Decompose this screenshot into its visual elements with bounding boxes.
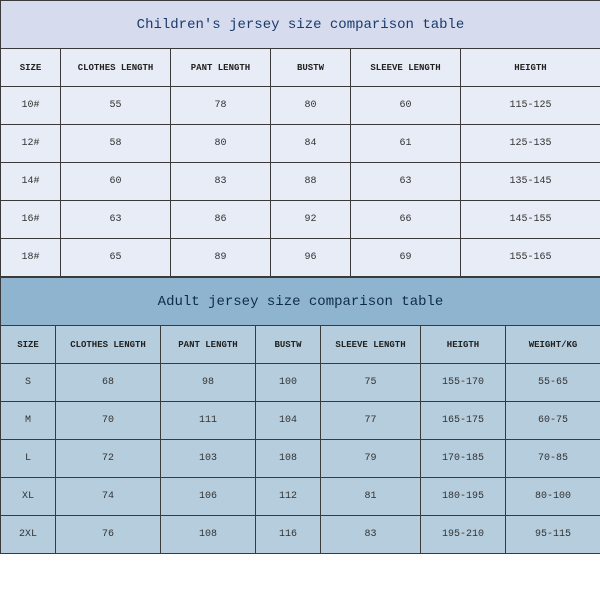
cell: 74 — [56, 478, 161, 516]
table-row: S 68 98 100 75 155-170 55-65 — [1, 364, 600, 402]
cell: 76 — [56, 516, 161, 554]
cell: 10# — [1, 87, 61, 125]
cell: 63 — [61, 201, 171, 239]
adult-title: Adult jersey size comparison table — [1, 278, 600, 326]
cell: 145-155 — [461, 201, 600, 239]
table-row: 12# 58 80 84 61 125-135 — [1, 125, 600, 163]
adult-size-table: Adult jersey size comparison table SIZE … — [0, 277, 600, 554]
cell: 115-125 — [461, 87, 600, 125]
col-size: SIZE — [1, 326, 56, 364]
table-row: M 70 111 104 77 165-175 60-75 — [1, 402, 600, 440]
col-sleeve-length: SLEEVE LENGTH — [351, 49, 461, 87]
col-height: HEIGTH — [461, 49, 600, 87]
cell: 92 — [271, 201, 351, 239]
adult-title-row: Adult jersey size comparison table — [1, 278, 600, 326]
cell: XL — [1, 478, 56, 516]
cell: 83 — [171, 163, 271, 201]
cell: 84 — [271, 125, 351, 163]
col-bust: BUSTW — [271, 49, 351, 87]
cell: 2XL — [1, 516, 56, 554]
children-size-table: Children's jersey size comparison table … — [0, 0, 600, 277]
cell: 81 — [321, 478, 421, 516]
cell: 80 — [271, 87, 351, 125]
col-clothes-length: CLOTHES LENGTH — [61, 49, 171, 87]
col-bust: BUSTW — [256, 326, 321, 364]
cell: 60 — [351, 87, 461, 125]
cell: 170-185 — [421, 440, 506, 478]
children-title: Children's jersey size comparison table — [1, 1, 600, 49]
table-row: 16# 63 86 92 66 145-155 — [1, 201, 600, 239]
cell: 65 — [61, 239, 171, 277]
cell: 116 — [256, 516, 321, 554]
table-row: 18# 65 89 96 69 155-165 — [1, 239, 600, 277]
cell: 180-195 — [421, 478, 506, 516]
cell: 70-85 — [506, 440, 600, 478]
table-row: XL 74 106 112 81 180-195 80-100 — [1, 478, 600, 516]
cell: 61 — [351, 125, 461, 163]
col-height: HEIGTH — [421, 326, 506, 364]
cell: 155-170 — [421, 364, 506, 402]
children-title-row: Children's jersey size comparison table — [1, 1, 600, 49]
cell: 98 — [161, 364, 256, 402]
cell: 111 — [161, 402, 256, 440]
cell: 69 — [351, 239, 461, 277]
cell: 78 — [171, 87, 271, 125]
cell: 135-145 — [461, 163, 600, 201]
cell: L — [1, 440, 56, 478]
cell: 12# — [1, 125, 61, 163]
size-chart-container: Children's jersey size comparison table … — [0, 0, 600, 554]
cell: 108 — [256, 440, 321, 478]
col-weight: WEIGHT/KG — [506, 326, 600, 364]
cell: 80-100 — [506, 478, 600, 516]
cell: 58 — [61, 125, 171, 163]
cell: 66 — [351, 201, 461, 239]
cell: 79 — [321, 440, 421, 478]
col-sleeve-length: SLEEVE LENGTH — [321, 326, 421, 364]
cell: 14# — [1, 163, 61, 201]
cell: S — [1, 364, 56, 402]
cell: 60-75 — [506, 402, 600, 440]
col-clothes-length: CLOTHES LENGTH — [56, 326, 161, 364]
col-pant-length: PANT LENGTH — [161, 326, 256, 364]
cell: 125-135 — [461, 125, 600, 163]
cell: 108 — [161, 516, 256, 554]
cell: 104 — [256, 402, 321, 440]
cell: 103 — [161, 440, 256, 478]
cell: 95-115 — [506, 516, 600, 554]
cell: 60 — [61, 163, 171, 201]
cell: 72 — [56, 440, 161, 478]
col-size: SIZE — [1, 49, 61, 87]
cell: 70 — [56, 402, 161, 440]
cell: 106 — [161, 478, 256, 516]
table-row: L 72 103 108 79 170-185 70-85 — [1, 440, 600, 478]
table-row: 2XL 76 108 116 83 195-210 95-115 — [1, 516, 600, 554]
cell: 55 — [61, 87, 171, 125]
table-row: 10# 55 78 80 60 115-125 — [1, 87, 600, 125]
cell: 112 — [256, 478, 321, 516]
children-header-row: SIZE CLOTHES LENGTH PANT LENGTH BUSTW SL… — [1, 49, 600, 87]
cell: 89 — [171, 239, 271, 277]
cell: 88 — [271, 163, 351, 201]
cell: 75 — [321, 364, 421, 402]
cell: 55-65 — [506, 364, 600, 402]
cell: 68 — [56, 364, 161, 402]
cell: 100 — [256, 364, 321, 402]
col-pant-length: PANT LENGTH — [171, 49, 271, 87]
cell: 77 — [321, 402, 421, 440]
cell: 165-175 — [421, 402, 506, 440]
cell: 80 — [171, 125, 271, 163]
cell: 63 — [351, 163, 461, 201]
cell: 96 — [271, 239, 351, 277]
cell: 16# — [1, 201, 61, 239]
cell: 18# — [1, 239, 61, 277]
cell: 195-210 — [421, 516, 506, 554]
cell: 86 — [171, 201, 271, 239]
cell: 155-165 — [461, 239, 600, 277]
cell: 83 — [321, 516, 421, 554]
table-row: 14# 60 83 88 63 135-145 — [1, 163, 600, 201]
cell: M — [1, 402, 56, 440]
adult-header-row: SIZE CLOTHES LENGTH PANT LENGTH BUSTW SL… — [1, 326, 600, 364]
